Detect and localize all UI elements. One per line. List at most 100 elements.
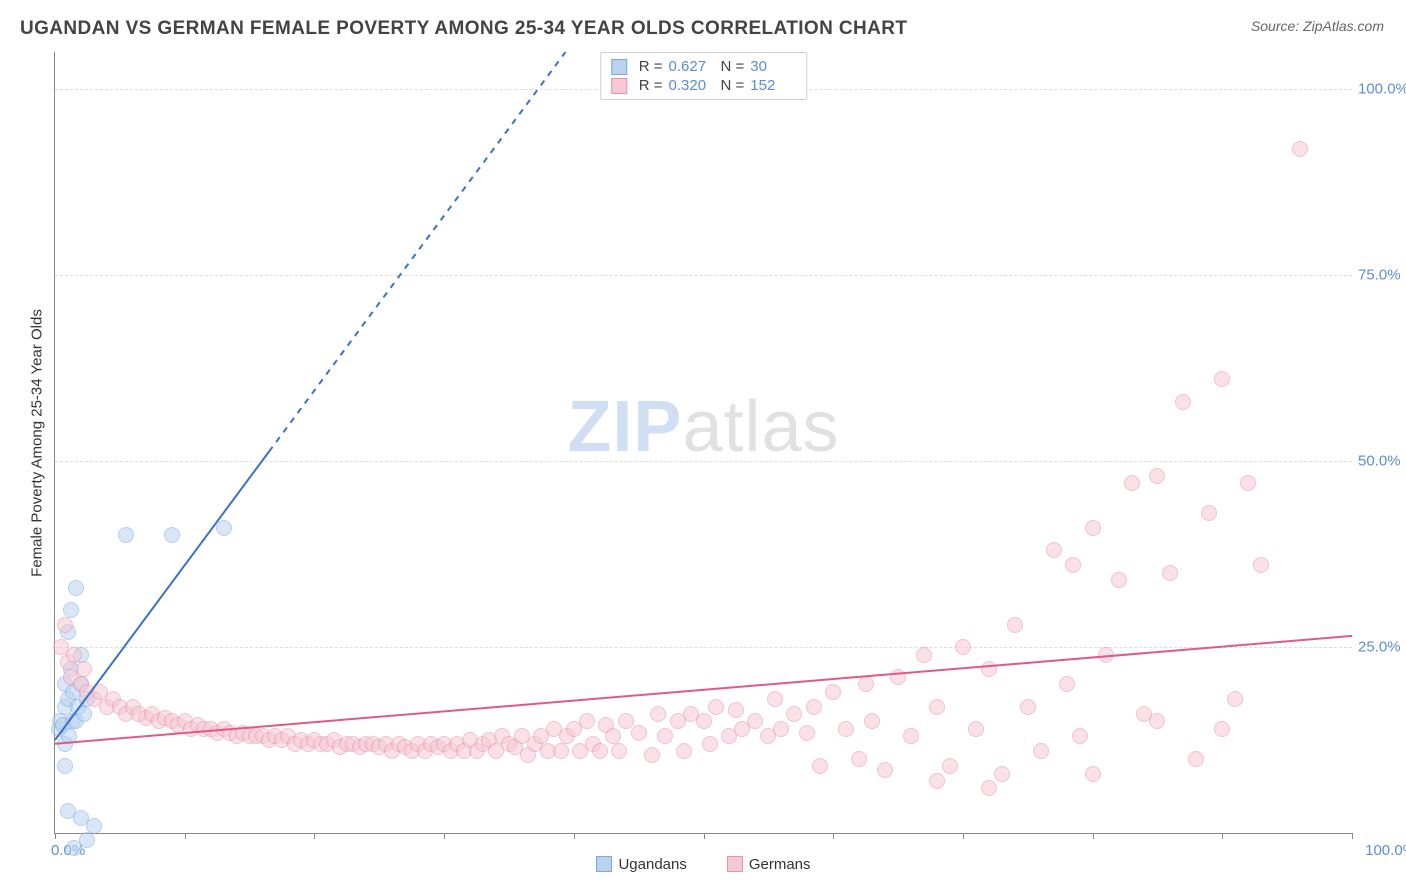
data-point	[605, 728, 621, 744]
data-point	[994, 766, 1010, 782]
data-point	[806, 699, 822, 715]
y-tick-label: 50.0%	[1358, 453, 1406, 470]
n-label: N =	[721, 77, 745, 94]
data-point	[864, 713, 880, 729]
data-point	[1020, 699, 1036, 715]
r-value: 0.627	[669, 58, 715, 75]
x-axis-max-label: 100.0%	[1365, 842, 1406, 859]
data-point	[63, 602, 79, 618]
data-point	[1227, 691, 1243, 707]
data-point	[1253, 557, 1269, 573]
data-point	[57, 758, 73, 774]
n-value: 30	[750, 58, 796, 75]
data-point	[1124, 475, 1140, 491]
watermark-atlas: atlas	[682, 387, 839, 467]
data-point	[68, 580, 84, 596]
data-point	[76, 706, 92, 722]
source-attribution: Source: ZipAtlas.com	[1251, 18, 1384, 34]
data-point	[702, 736, 718, 752]
data-point	[708, 699, 724, 715]
data-point	[942, 758, 958, 774]
series-legend: Ugandans Germans	[55, 856, 1352, 873]
y-tick-label: 75.0%	[1358, 267, 1406, 284]
data-point	[676, 743, 692, 759]
chart-title: UGANDAN VS GERMAN FEMALE POVERTY AMONG 2…	[20, 18, 907, 40]
data-point	[825, 684, 841, 700]
data-point	[890, 669, 906, 685]
data-point	[1046, 542, 1062, 558]
x-tick	[444, 833, 445, 839]
data-point	[592, 743, 608, 759]
data-point	[644, 747, 660, 763]
n-value: 152	[750, 77, 796, 94]
data-point	[1033, 743, 1049, 759]
data-point	[903, 728, 919, 744]
x-tick	[574, 833, 575, 839]
data-point	[773, 721, 789, 737]
data-point	[955, 639, 971, 655]
n-label: N =	[721, 58, 745, 75]
data-point	[118, 527, 134, 543]
x-tick	[963, 833, 964, 839]
correlation-legend: R = 0.627 N = 30 R = 0.320 N = 152	[600, 52, 808, 100]
x-tick	[704, 833, 705, 839]
legend-item-ugandans: Ugandans	[596, 856, 686, 873]
data-point	[981, 780, 997, 796]
data-point	[66, 840, 82, 856]
x-tick	[314, 833, 315, 839]
header: UGANDAN VS GERMAN FEMALE POVERTY AMONG 2…	[0, 0, 1406, 46]
data-point	[1149, 468, 1165, 484]
x-tick	[55, 833, 56, 839]
data-point	[650, 706, 666, 722]
data-point	[1292, 141, 1308, 157]
data-point	[76, 661, 92, 677]
x-tick	[1222, 833, 1223, 839]
source-prefix: Source:	[1251, 18, 1303, 34]
data-point	[579, 713, 595, 729]
data-point	[1072, 728, 1088, 744]
data-point	[57, 617, 73, 633]
data-point	[1059, 676, 1075, 692]
chart-container: Female Poverty Among 25-34 Year Olds ZIP…	[18, 52, 1388, 880]
r-value: 0.320	[669, 77, 715, 94]
data-point	[981, 661, 997, 677]
data-point	[877, 762, 893, 778]
data-point	[631, 725, 647, 741]
correlation-legend-row: R = 0.320 N = 152	[611, 76, 797, 95]
data-point	[838, 721, 854, 737]
data-point	[1214, 371, 1230, 387]
y-tick-label: 100.0%	[1358, 81, 1406, 98]
data-point	[747, 713, 763, 729]
watermark: ZIPatlas	[567, 386, 839, 468]
legend-item-germans: Germans	[727, 856, 811, 873]
data-point	[216, 520, 232, 536]
data-point	[1111, 572, 1127, 588]
legend-swatch-ugandans	[611, 59, 627, 75]
data-point	[786, 706, 802, 722]
legend-label: Germans	[749, 856, 811, 873]
legend-label: Ugandans	[618, 856, 686, 873]
watermark-zip: ZIP	[567, 387, 682, 467]
data-point	[929, 699, 945, 715]
data-point	[968, 721, 984, 737]
data-point	[1085, 766, 1101, 782]
data-point	[1162, 565, 1178, 581]
data-point	[929, 773, 945, 789]
correlation-legend-row: R = 0.627 N = 30	[611, 57, 797, 76]
r-label: R =	[639, 77, 663, 94]
data-point	[553, 743, 569, 759]
x-tick	[833, 833, 834, 839]
data-point	[611, 743, 627, 759]
data-point	[858, 676, 874, 692]
plot-area: Female Poverty Among 25-34 Year Olds ZIP…	[54, 52, 1352, 834]
legend-swatch-germans	[727, 856, 743, 872]
data-point	[1065, 557, 1081, 573]
data-point	[164, 527, 180, 543]
data-point	[767, 691, 783, 707]
legend-swatch-ugandans	[596, 856, 612, 872]
legend-swatch-germans	[611, 78, 627, 94]
y-tick-label: 25.0%	[1358, 639, 1406, 656]
gridline	[55, 461, 1352, 462]
data-point	[657, 728, 673, 744]
data-point	[1149, 713, 1165, 729]
